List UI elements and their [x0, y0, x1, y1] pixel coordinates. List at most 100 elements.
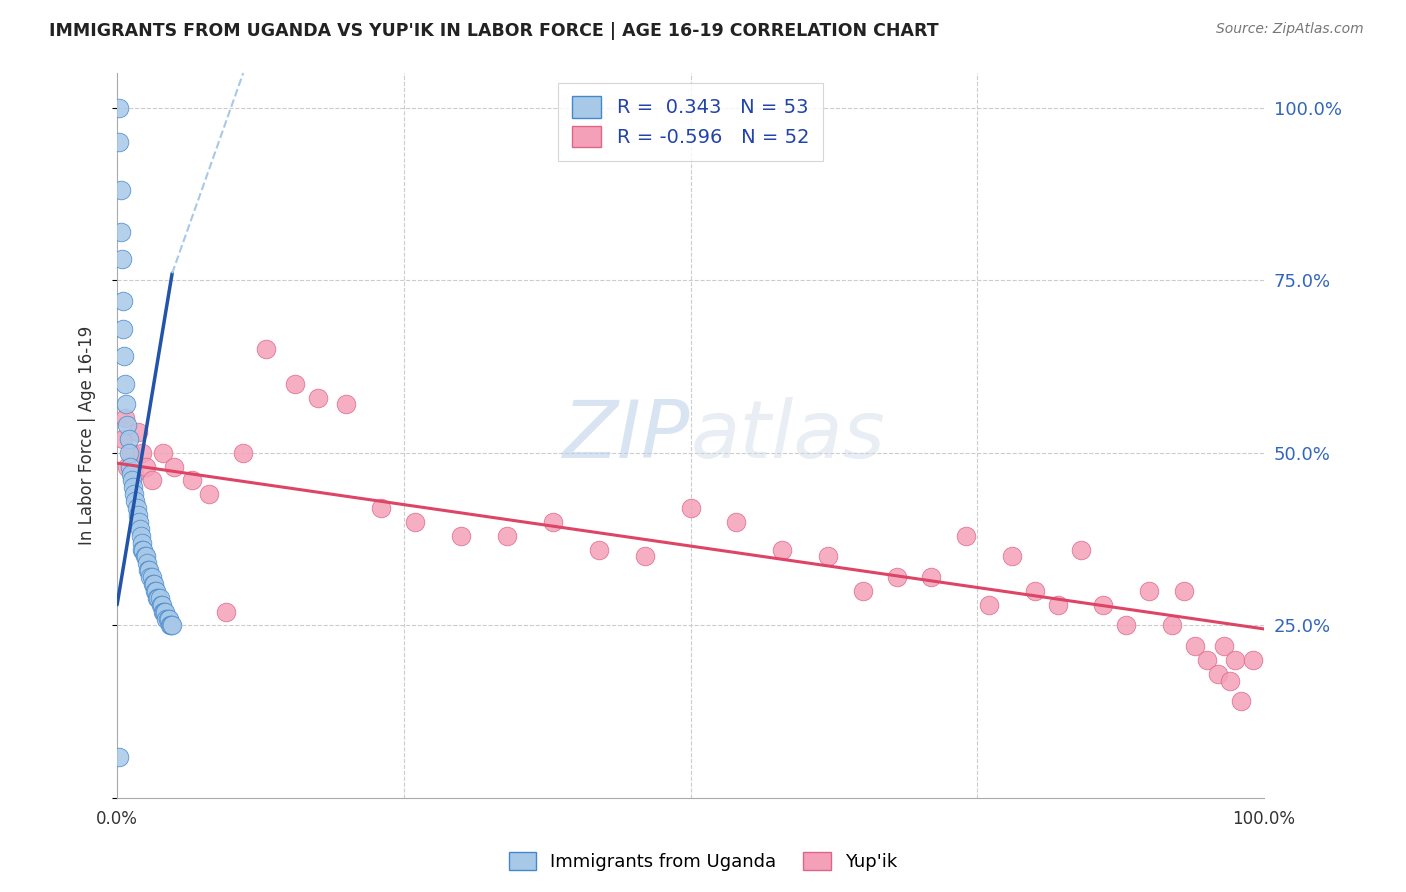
- Text: ZIP: ZIP: [564, 397, 690, 475]
- Point: [152, 446, 174, 460]
- Point: [450, 529, 472, 543]
- Point: [541, 515, 564, 529]
- Point: [1213, 639, 1236, 653]
- Point: [122, 480, 145, 494]
- Point: [1001, 549, 1024, 564]
- Point: [127, 425, 149, 439]
- Point: [112, 349, 135, 363]
- Text: atlas: atlas: [690, 397, 886, 475]
- Point: [1230, 694, 1253, 708]
- Point: [1241, 653, 1264, 667]
- Point: [127, 508, 149, 522]
- Point: [1161, 618, 1184, 632]
- Point: [141, 474, 163, 488]
- Point: [1195, 653, 1218, 667]
- Point: [156, 611, 179, 625]
- Point: [142, 577, 165, 591]
- Point: [132, 542, 155, 557]
- Point: [163, 459, 186, 474]
- Point: [114, 411, 136, 425]
- Point: [370, 501, 392, 516]
- Point: [155, 605, 177, 619]
- Point: [152, 605, 174, 619]
- Point: [1184, 639, 1206, 653]
- Point: [159, 618, 181, 632]
- Point: [128, 515, 150, 529]
- Point: [117, 418, 139, 433]
- Point: [920, 570, 942, 584]
- Point: [254, 343, 277, 357]
- Point: [121, 474, 143, 488]
- Point: [131, 542, 153, 557]
- Point: [1092, 598, 1115, 612]
- Text: Source: ZipAtlas.com: Source: ZipAtlas.com: [1216, 22, 1364, 37]
- Point: [496, 529, 519, 543]
- Point: [129, 522, 152, 536]
- Legend: Immigrants from Uganda, Yup'ik: Immigrants from Uganda, Yup'ik: [502, 845, 904, 879]
- Point: [134, 549, 156, 564]
- Point: [110, 183, 132, 197]
- Point: [198, 487, 221, 501]
- Point: [588, 542, 610, 557]
- Point: [141, 570, 163, 584]
- Point: [136, 563, 159, 577]
- Point: [108, 749, 131, 764]
- Point: [108, 135, 131, 149]
- Point: [124, 487, 146, 501]
- Point: [1070, 542, 1092, 557]
- Point: [124, 467, 146, 481]
- Point: [1046, 598, 1069, 612]
- Point: [111, 321, 134, 335]
- Point: [142, 577, 165, 591]
- Point: [117, 432, 139, 446]
- Point: [115, 397, 138, 411]
- Point: [108, 101, 131, 115]
- Point: [117, 459, 139, 474]
- Point: [117, 446, 139, 460]
- Point: [135, 557, 157, 571]
- Point: [120, 446, 142, 460]
- Point: [114, 376, 136, 391]
- Point: [1137, 583, 1160, 598]
- Point: [817, 549, 839, 564]
- Point: [770, 542, 793, 557]
- Point: [148, 591, 170, 605]
- Point: [146, 591, 169, 605]
- Point: [125, 501, 148, 516]
- Point: [138, 563, 160, 577]
- Point: [111, 252, 134, 267]
- Point: [157, 611, 180, 625]
- Point: [129, 529, 152, 543]
- Point: [404, 515, 426, 529]
- Point: [284, 376, 307, 391]
- Point: [1225, 653, 1247, 667]
- Point: [135, 549, 157, 564]
- Point: [160, 618, 183, 632]
- Point: [232, 446, 254, 460]
- Point: [155, 611, 177, 625]
- Point: [131, 446, 153, 460]
- Point: [150, 598, 173, 612]
- Point: [1206, 666, 1229, 681]
- Point: [977, 598, 1000, 612]
- Point: [886, 570, 908, 584]
- Point: [143, 583, 166, 598]
- Point: [852, 583, 875, 598]
- Point: [679, 501, 702, 516]
- Point: [955, 529, 977, 543]
- Point: [111, 293, 134, 308]
- Point: [149, 598, 172, 612]
- Point: [124, 494, 146, 508]
- Point: [110, 225, 132, 239]
- Point: [1024, 583, 1046, 598]
- Point: [180, 474, 202, 488]
- Point: [1115, 618, 1137, 632]
- Point: [634, 549, 657, 564]
- Point: [725, 515, 748, 529]
- Point: [120, 467, 142, 481]
- Point: [131, 535, 153, 549]
- Point: [148, 591, 170, 605]
- Point: [1173, 583, 1195, 598]
- Point: [111, 432, 134, 446]
- Y-axis label: In Labor Force | Age 16-19: In Labor Force | Age 16-19: [79, 326, 96, 545]
